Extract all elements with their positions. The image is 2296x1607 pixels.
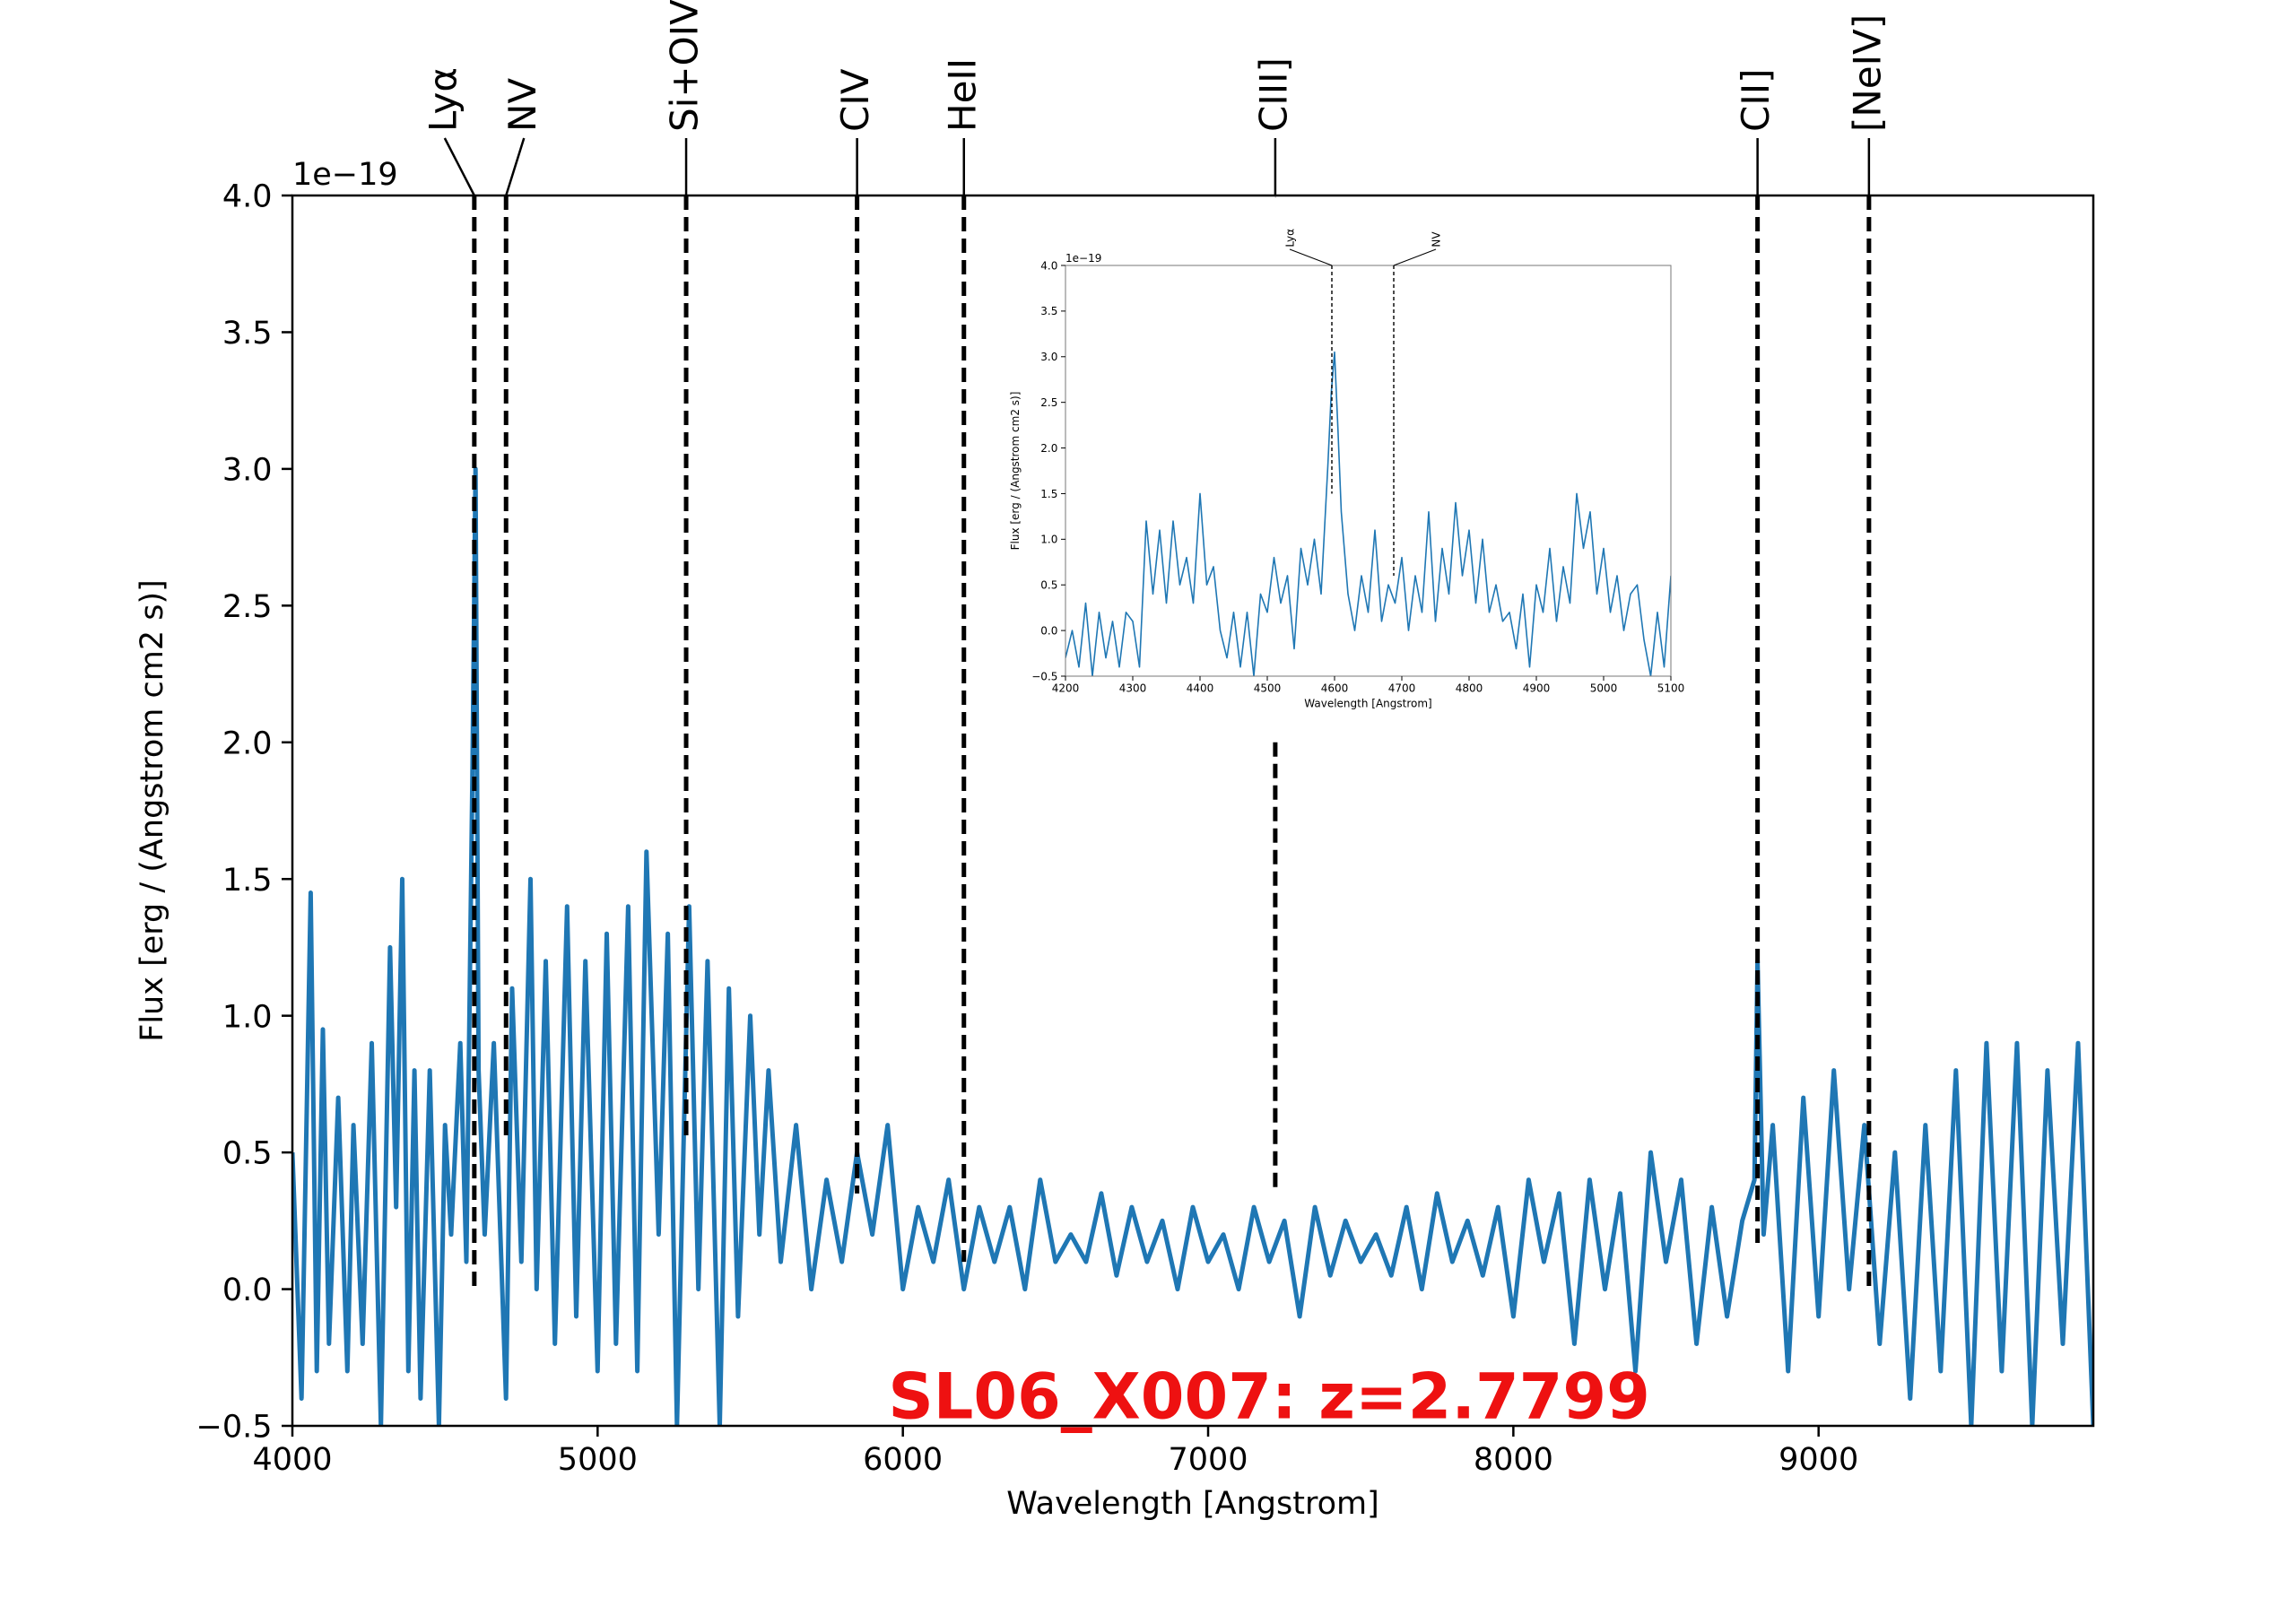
main-spectrum-plot: 4000 5000 6000 7000 8000 9000 −0.5 0.0 0.5 1.0 1.5… (135, 0, 2095, 1522)
emission-line-label: NV (500, 78, 544, 132)
x-tick-label: 6000 (863, 1442, 943, 1478)
emission-line-label: Lyα (1283, 229, 1296, 248)
y-tick-label: 2.0 (222, 725, 273, 761)
emission-line-label: CII] (1734, 69, 1778, 133)
emission-label-connector (443, 137, 475, 196)
x-tick-label: 4600 (1321, 682, 1349, 695)
x-tick-label: 4700 (1388, 682, 1416, 695)
emission-label-connector (1289, 248, 1333, 266)
y-axis-label: Flux [erg / (Angstrom cm2 s)] (135, 579, 170, 1042)
axes-frame (291, 194, 2095, 1428)
x-tick-label: 5000 (558, 1442, 638, 1478)
spectrum-line-0 (292, 466, 2093, 1426)
inset-spectrum-plot: 4200 4300 4400 4500 4600 4700 4800 4900 5000 5100… (1009, 229, 1684, 709)
y-tick-label: 1.5 (1040, 488, 1057, 500)
x-tick-label: 4500 (1254, 682, 1282, 695)
y-tick-label: 3.5 (1040, 305, 1057, 317)
emission-line-label: HeII (940, 58, 984, 132)
y-tick-label: 0.0 (1040, 624, 1057, 637)
y-tick-label: 0.0 (222, 1273, 273, 1308)
y-axis-label: Flux [erg / (Angstrom cm2 s)] (1009, 392, 1022, 551)
y-tick-label: −0.5 (196, 1410, 273, 1446)
x-tick-label: 8000 (1474, 1442, 1553, 1478)
x-tick-label: 4800 (1456, 682, 1483, 695)
x-tick-label: 7000 (1168, 1442, 1248, 1478)
x-tick-label: 4400 (1187, 682, 1214, 695)
y-tick-label: 3.5 (222, 316, 273, 352)
y-tick-label: 2.5 (1040, 396, 1057, 409)
emission-line-label: CIV (833, 68, 877, 132)
emission-line-label: Si+OIV] (663, 0, 707, 132)
y-tick-label: 1.0 (222, 999, 273, 1035)
y-tick-label: 0.5 (1040, 579, 1057, 592)
x-axis-label: Wavelength [Angstrom] (1006, 1486, 1379, 1522)
y-tick-label: 2.0 (1040, 442, 1057, 455)
y-tick-label: 4.0 (1040, 259, 1057, 272)
emission-line-label: NV (1430, 231, 1442, 248)
emission-line-label: Lyα (421, 67, 465, 132)
y-tick-label: −0.5 (1031, 670, 1057, 682)
y-tick-label: 3.0 (1040, 351, 1057, 363)
x-axis-label: Wavelength [Angstrom] (1304, 697, 1431, 709)
x-tick-label: 4300 (1119, 682, 1147, 695)
emission-label-connector (1393, 248, 1437, 266)
redshift-annotation: SL06_X007: z=2.7799 (888, 1359, 1649, 1433)
emission-label-connector (505, 137, 526, 196)
x-tick-label: 4900 (1523, 682, 1551, 695)
y-offset-text: 1e−19 (1065, 252, 1101, 265)
y-tick-label: 3.0 (222, 452, 273, 488)
spectrum-line-0 (1065, 351, 1671, 676)
x-tick-label: 5000 (1590, 682, 1618, 695)
y-tick-label: 0.5 (222, 1136, 273, 1172)
x-tick-label: 4200 (1052, 682, 1080, 695)
y-tick-label: 1.5 (222, 863, 273, 899)
axes-frame (1065, 265, 1672, 677)
x-tick-label: 4000 (252, 1442, 332, 1478)
y-tick-label: 2.5 (222, 589, 273, 625)
x-tick-label: 5100 (1657, 682, 1685, 695)
emission-line-label: [NeIV] (1845, 14, 1889, 132)
y-tick-label: 1.0 (1040, 534, 1057, 546)
emission-line-label: CIII] (1251, 57, 1295, 132)
y-offset-text: 1e−19 (292, 157, 398, 193)
x-tick-label: 9000 (1779, 1442, 1858, 1478)
y-tick-label: 4.0 (222, 179, 273, 215)
